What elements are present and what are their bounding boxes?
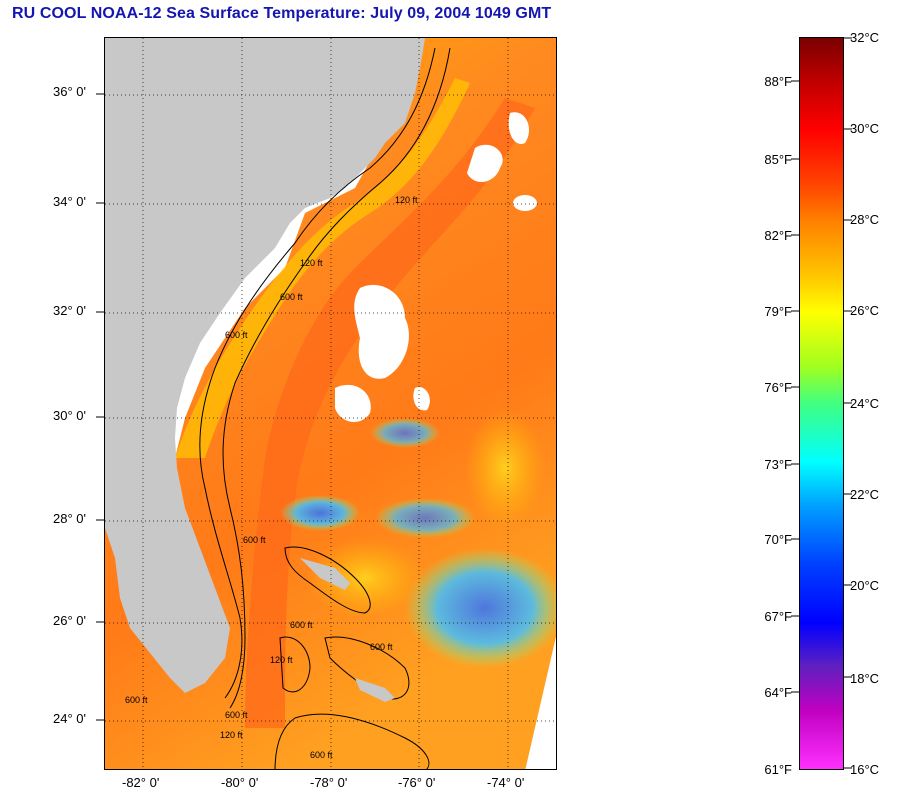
lon-label-74: -74° 0' xyxy=(487,775,525,790)
lat-label-32: 32° 0' xyxy=(53,303,86,318)
lat-label-24: 24° 0' xyxy=(53,711,86,726)
contour-label: 120 ft xyxy=(270,655,293,665)
lon-label-80: -80° 0' xyxy=(221,775,259,790)
cool-patch xyxy=(375,498,475,538)
colorbar-label-f: 67°F xyxy=(764,609,792,624)
contour-label: 600 ft xyxy=(310,750,333,760)
contour-label: 600 ft xyxy=(370,642,393,652)
cloud-area xyxy=(354,284,409,379)
colorbar-label-c: 16°C xyxy=(850,762,880,777)
sst-map: 120 ft 600 ft 120 ft 600 ft 600 ft 600 f… xyxy=(104,37,557,770)
colorbar-label-f: 88°F xyxy=(764,74,792,89)
cool-patch xyxy=(370,418,440,448)
contour-label: 120 ft xyxy=(220,730,243,740)
cloud-area xyxy=(513,195,537,211)
colorbar-label-f: 70°F xyxy=(764,532,792,547)
lat-label-26: 26° 0' xyxy=(53,613,86,628)
lat-label-30: 30° 0' xyxy=(53,408,86,423)
colorbar-label-f: 76°F xyxy=(764,380,792,395)
colorbar-label-c: 26°C xyxy=(850,303,880,318)
contour-line xyxy=(199,47,436,699)
contour-line xyxy=(222,47,451,709)
yellow-patch xyxy=(465,408,545,528)
gulf-stream xyxy=(245,98,535,728)
colorbar-label-c: 32°C xyxy=(850,30,880,45)
colorbar-label-f: 85°F xyxy=(764,152,792,167)
contour-label: 600 ft xyxy=(290,620,313,630)
contour-label: 600 ft xyxy=(280,292,303,302)
colorbar-label-f: 82°F xyxy=(764,228,792,243)
colorbar-label-f: 61°F xyxy=(764,762,792,777)
lat-label-34: 34° 0' xyxy=(53,194,86,209)
colorbar-label-f: 73°F xyxy=(764,457,792,472)
contour-label: 120 ft xyxy=(300,258,323,268)
contour-line xyxy=(279,636,311,693)
yellow-patch xyxy=(305,538,425,618)
lon-label-82: -82° 0' xyxy=(122,775,160,790)
colorbar-label-c: 20°C xyxy=(850,578,880,593)
cloud-area xyxy=(467,144,503,183)
cool-patch xyxy=(405,548,556,668)
contour-line xyxy=(274,713,430,769)
cool-patch xyxy=(280,495,360,531)
colorbar-label-c: 24°C xyxy=(850,396,880,411)
lon-label-76: -76° 0' xyxy=(398,775,436,790)
contour-label: 600 ft xyxy=(225,330,248,340)
map-title: RU COOL NOAA-12 Sea Surface Temperature:… xyxy=(12,5,552,22)
colorbar-label-c: 18°C xyxy=(850,671,880,686)
lat-ticks xyxy=(96,93,104,721)
lon-label-78: -78° 0' xyxy=(310,775,348,790)
contour-label: 120 ft xyxy=(395,195,418,205)
cloud-area xyxy=(508,112,530,144)
shelf-band xyxy=(175,78,470,458)
colorbar-ticks xyxy=(791,37,852,769)
colorbar-label-f: 79°F xyxy=(764,304,792,319)
colorbar-label-c: 22°C xyxy=(850,487,880,502)
colorbar-label-f: 64°F xyxy=(764,685,792,700)
sst-map-graphic: 120 ft 600 ft 120 ft 600 ft 600 ft 600 f… xyxy=(105,38,556,769)
cloud-area xyxy=(413,387,430,411)
contour-label: 600 ft xyxy=(125,695,148,705)
colorbar xyxy=(799,37,844,770)
colorbar-label-c: 28°C xyxy=(850,212,880,227)
lat-label-36: 36° 0' xyxy=(53,84,86,99)
cloud-area xyxy=(335,384,371,423)
island xyxy=(355,678,395,702)
land-area xyxy=(105,38,425,693)
colorbar-label-c: 30°C xyxy=(850,121,880,136)
contour-line xyxy=(324,636,410,700)
contour-label: 600 ft xyxy=(225,710,248,720)
island xyxy=(300,558,350,590)
contour-line xyxy=(284,546,371,614)
lat-label-28: 28° 0' xyxy=(53,511,86,526)
contour-label: 600 ft xyxy=(243,535,266,545)
